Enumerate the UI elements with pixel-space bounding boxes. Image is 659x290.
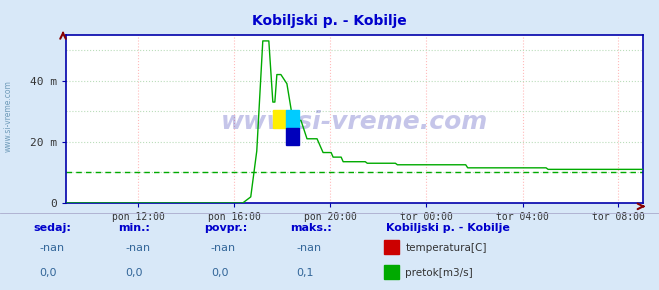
Text: www.si-vreme.com: www.si-vreme.com [3, 80, 13, 152]
Text: maks.:: maks.: [290, 223, 331, 233]
Text: 0,0: 0,0 [211, 268, 229, 278]
Text: www.si-vreme.com: www.si-vreme.com [221, 110, 488, 134]
Text: Kobiljski p. - Kobilje: Kobiljski p. - Kobilje [252, 14, 407, 28]
Text: temperatura[C]: temperatura[C] [405, 243, 487, 253]
Text: -nan: -nan [211, 243, 236, 253]
Text: min.:: min.: [119, 223, 150, 233]
Text: Kobiljski p. - Kobilje: Kobiljski p. - Kobilje [386, 223, 509, 233]
Text: 0,1: 0,1 [297, 268, 314, 278]
Bar [286, 128, 299, 145]
Text: -nan: -nan [125, 243, 150, 253]
Text: povpr.:: povpr.: [204, 223, 248, 233]
Text: 0,0: 0,0 [40, 268, 57, 278]
Text: -nan: -nan [297, 243, 322, 253]
Text: sedaj:: sedaj: [33, 223, 71, 233]
Bar [286, 110, 299, 128]
Text: -nan: -nan [40, 243, 65, 253]
Text: pretok[m3/s]: pretok[m3/s] [405, 268, 473, 278]
Text: 0,0: 0,0 [125, 268, 143, 278]
Bar [273, 110, 286, 128]
